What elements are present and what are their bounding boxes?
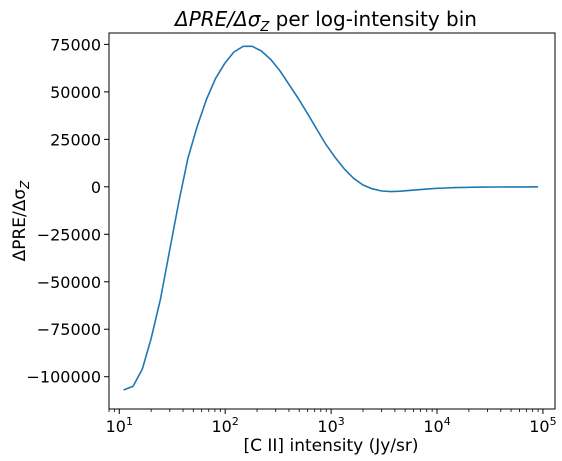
y-tick-label: −50000 xyxy=(37,273,101,292)
y-tick-label: −25000 xyxy=(37,225,101,244)
x-tick-label-base: 10 xyxy=(212,417,232,436)
x-tick-label-base: 10 xyxy=(529,417,549,436)
chart-title: ΔPRE/ΔσZ per log-intensity bin xyxy=(173,7,477,35)
x-axis-ticks: 101 102 103 104 105 xyxy=(106,409,557,436)
x-tick-label-exponent: 4 xyxy=(444,415,451,428)
chart-title-main: ΔPRE/Δσ xyxy=(173,7,262,31)
y-tick-label: 0 xyxy=(91,178,101,197)
x-tick-label: 101 xyxy=(106,415,133,436)
y-axis-label: ΔPRE/ΔσZ xyxy=(10,180,32,262)
x-tick-label-base: 10 xyxy=(423,417,443,436)
chart-title-rest: per log-intensity bin xyxy=(269,7,477,31)
y-axis-label-main: ΔPRE/Δσ xyxy=(10,189,30,262)
y-tick-label: 50000 xyxy=(50,83,101,102)
y-tick-label: −100000 xyxy=(27,368,101,387)
x-tick-label: 103 xyxy=(317,415,344,436)
x-tick-label: 104 xyxy=(423,415,450,436)
x-tick-label-exponent: 5 xyxy=(550,415,557,428)
x-tick-label-base: 10 xyxy=(106,417,126,436)
y-tick-label: 25000 xyxy=(50,130,101,149)
x-axis-label: [C II] intensity (Jy/sr) xyxy=(244,436,419,456)
series-line xyxy=(123,45,539,391)
y-tick-label: 75000 xyxy=(50,35,101,54)
y-tick-label: −75000 xyxy=(37,320,101,339)
x-tick-label-base: 10 xyxy=(317,417,337,436)
plot-area: 101 102 103 104 105 7500050000250000−25000−5… xyxy=(27,32,557,436)
chart-title-sub: Z xyxy=(259,20,270,35)
x-tick-label-exponent: 1 xyxy=(126,415,133,428)
y-axis-label-sub: Z xyxy=(18,180,32,190)
x-tick-label-exponent: 2 xyxy=(232,415,239,428)
axes-frame xyxy=(108,32,556,410)
x-tick-label-exponent: 3 xyxy=(338,415,345,428)
y-axis-ticks: 75000 50000 25000 0 −25000 −50000 −75000 −10000… xyxy=(27,35,109,387)
x-tick-label: 105 xyxy=(529,415,556,436)
x-tick-label: 102 xyxy=(212,415,239,436)
